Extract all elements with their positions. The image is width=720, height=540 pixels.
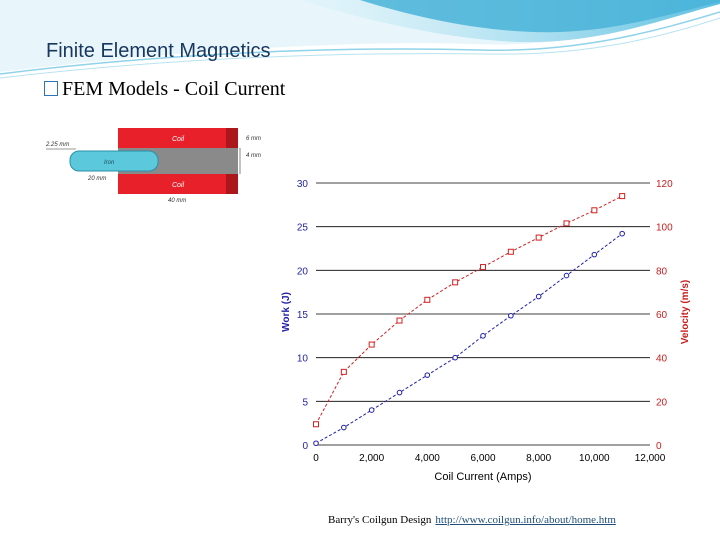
iron-slug: [69, 150, 159, 172]
data-point-square: [591, 207, 598, 214]
data-point-circle: [341, 424, 347, 431]
data-point-square: [424, 296, 431, 303]
data-point-square: [563, 220, 570, 227]
y-tick-label: 20: [297, 266, 309, 277]
footer-credit: Barry's Coilgun Design http://www.coilgun…: [328, 514, 616, 526]
y2-tick-label: 80: [656, 266, 668, 277]
x-tick-label: 12,000: [635, 453, 666, 464]
coil-bottom-label: Coil: [172, 182, 185, 189]
dim-top-right-label: 6 mm: [246, 136, 261, 142]
x-tick-label: 6,000: [470, 453, 495, 464]
coil-cross-section-diagram: Coil Coil Iron 2.25 mm 6 mm 4 mm 20 mm 4…: [45, 128, 261, 204]
series-line-0: [315, 233, 623, 444]
y2-tick-label: 60: [656, 310, 668, 321]
credit-text: Barry's Coilgun Design: [328, 514, 432, 526]
y-axis-label: Work (J): [281, 292, 292, 332]
winding-pattern-top: [226, 128, 238, 148]
y2-tick-label: 100: [656, 223, 673, 234]
data-point-circle: [508, 312, 514, 319]
data-point-circle: [535, 293, 542, 300]
data-point-square: [313, 421, 319, 428]
x-tick-label: 8,000: [526, 453, 551, 464]
data-point-square: [480, 264, 486, 271]
y2-tick-label: 120: [656, 179, 673, 190]
series-line-1: [315, 195, 623, 425]
y-tick-label: 5: [302, 397, 308, 408]
data-point-square: [340, 368, 347, 375]
data-point-square: [396, 317, 403, 324]
y-tick-label: 30: [297, 179, 309, 190]
y2-tick-label: 0: [656, 441, 662, 452]
source-link[interactable]: http://www.coilgun.info/about/home.htm: [435, 514, 616, 526]
y-tick-label: 25: [297, 223, 309, 234]
y-tick-label: 10: [297, 354, 309, 365]
data-point-square: [452, 279, 459, 286]
data-point-circle: [563, 272, 570, 279]
data-point-circle: [452, 354, 458, 361]
dim-bottom-label: 40 mm: [168, 198, 186, 204]
data-point-square: [535, 234, 542, 241]
dim-right-label: 4 mm: [246, 153, 261, 159]
coil-top-label: Coil: [172, 136, 185, 143]
x-tick-label: 10,000: [579, 453, 610, 464]
data-point-square: [619, 193, 626, 200]
x-tick-label: 0: [313, 453, 319, 464]
gridlines: [316, 182, 650, 446]
y-tick-label: 0: [302, 441, 308, 452]
winding-pattern-bottom: [226, 174, 238, 194]
data-point-circle: [424, 372, 431, 378]
data-point-circle: [591, 251, 598, 258]
data-point-circle: [368, 407, 375, 413]
iron-label: Iron: [104, 160, 115, 166]
y2-axis-label: Velocity (m/s): [680, 280, 691, 344]
data-point-square: [507, 248, 514, 255]
coil-bottom-block: [118, 174, 238, 194]
data-point-circle: [396, 389, 403, 396]
bullet-square-icon: [44, 81, 58, 96]
header-decoration: [0, 0, 720, 79]
y2-tick-label: 20: [656, 397, 668, 408]
dim-left-label: 2.25 mm: [45, 142, 69, 148]
y-tick-label: 15: [297, 310, 309, 321]
series-layer: [313, 193, 626, 447]
data-point-square: [368, 341, 375, 348]
data-point-circle: [480, 333, 486, 339]
data-point-circle: [313, 440, 319, 447]
bullet-text: FEM Models - Coil Current: [62, 78, 286, 100]
dim-bottom-left-label: 20 mm: [87, 176, 106, 182]
bullet-item: FEM Models - Coil Current: [44, 78, 285, 101]
y2-tick-label: 40: [656, 354, 668, 365]
data-point-circle: [619, 230, 625, 237]
x-tick-label: 2,000: [359, 453, 384, 464]
x-axis-label: Coil Current (Amps): [434, 471, 531, 483]
x-tick-label: 4,000: [415, 453, 440, 464]
coil-top-block: [118, 128, 238, 148]
slide-title: Finite Element Magnetics: [46, 40, 271, 62]
